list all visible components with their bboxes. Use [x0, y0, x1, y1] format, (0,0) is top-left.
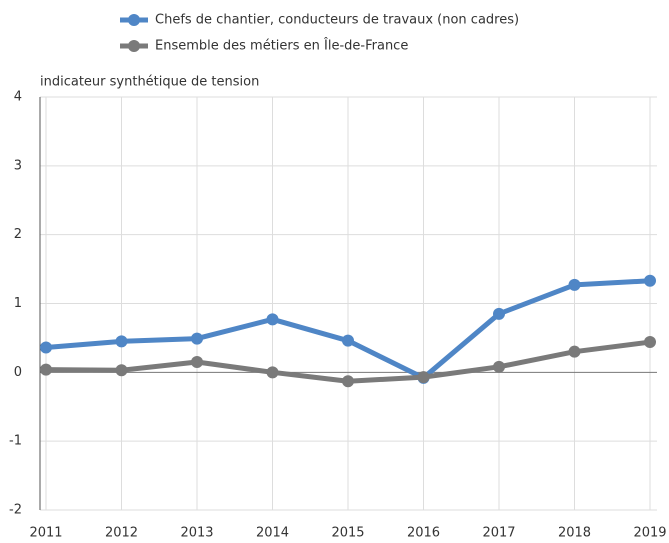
data-point [644, 274, 656, 287]
data-point [191, 356, 203, 369]
data-point [115, 335, 128, 348]
data-point [417, 371, 430, 384]
x-tick-label: 2018 [558, 526, 591, 541]
x-tick-label: 2017 [482, 526, 515, 541]
legend-label: Chefs de chantier, conducteurs de travau… [155, 13, 519, 28]
y-tick-label: 2 [14, 227, 22, 242]
data-point [266, 366, 279, 379]
y-tick-label: 4 [14, 90, 22, 105]
legend-marker [128, 14, 140, 26]
y-tick-label: -1 [9, 434, 22, 449]
x-tick-label: 2014 [256, 526, 289, 541]
y-axis-label: indicateur synthétique de tension [40, 75, 259, 90]
data-point [191, 332, 203, 345]
data-point [568, 345, 581, 358]
y-tick-label: 3 [14, 158, 22, 173]
data-point [644, 336, 656, 349]
data-point [493, 360, 505, 373]
x-tick-label: 2016 [407, 526, 440, 541]
x-tick-label: 2012 [105, 526, 138, 541]
data-point [568, 278, 581, 291]
data-point [40, 341, 52, 354]
legend-label: Ensemble des métiers en Île-de-France [155, 38, 408, 54]
y-tick-label: -2 [9, 503, 22, 518]
y-tick-label: 1 [14, 296, 22, 311]
legend-marker [128, 40, 140, 52]
x-tick-label: 2013 [180, 526, 213, 541]
data-point [40, 363, 52, 376]
x-tick-label: 2011 [29, 526, 62, 541]
y-tick-label: 0 [14, 365, 22, 380]
x-tick-label: 2019 [633, 526, 666, 541]
x-tick-label: 2015 [331, 526, 364, 541]
data-point [342, 375, 354, 388]
data-point [493, 307, 505, 320]
data-point [115, 364, 128, 377]
data-point [266, 313, 279, 326]
data-point [342, 334, 354, 347]
